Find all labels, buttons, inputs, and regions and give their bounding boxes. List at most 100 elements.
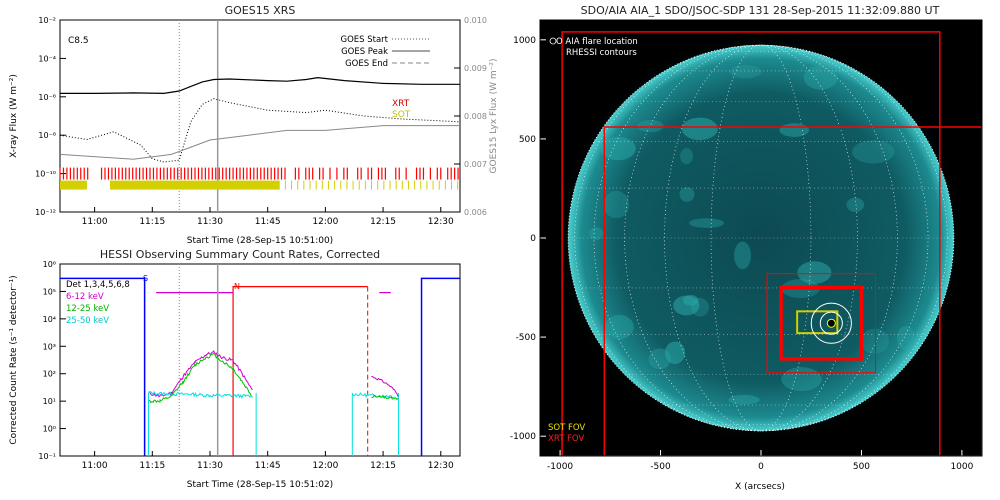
- y-tick-label-hessi-5: 10⁴: [43, 315, 56, 324]
- x-tick-label-goes-4: 12:00: [312, 217, 338, 227]
- hessi-marker-n: N: [234, 282, 240, 291]
- x-tick-label-hessi-3: 11:45: [255, 461, 281, 471]
- aia-legend-flare: O AIA flare location: [556, 37, 638, 47]
- hessi-series-12-25: [148, 352, 253, 404]
- sun-active-region: [729, 64, 762, 79]
- rhessi-contour-outer: [819, 311, 843, 335]
- sun-grid-longitude: [574, 44, 948, 432]
- goes-plot-area: 11:00 11:15 11:30 11:45 12:00 12:15 12:30 10⁻¹²…: [35, 16, 487, 227]
- y2-tick-label-3: 0.009: [464, 64, 487, 73]
- x-tick-label-goes-5: 12:15: [370, 217, 396, 227]
- hessi-series-25-50: [148, 390, 395, 399]
- goes-title: GOES15 XRS: [225, 4, 296, 17]
- sun-active-region: [797, 261, 832, 284]
- aia-image: [540, 31, 982, 456]
- aia-y-tick-label-0: -1000: [510, 432, 536, 442]
- y2-tick-label-0: 0.006: [464, 208, 487, 217]
- sun-active-region: [680, 147, 693, 165]
- hessi-plot-area: 11:00 11:15 11:30 11:45 12:00 12:15 12:30 10⁻¹ 1…: [38, 260, 460, 471]
- hessi-series-6-12: [148, 349, 253, 398]
- y2-tick-label-2: 0.008: [464, 112, 487, 121]
- goes-class-label: C8.5: [68, 36, 89, 46]
- sun-active-region: [896, 326, 916, 351]
- aia-y-tick-label-2: 0: [530, 234, 536, 244]
- hessi-night-line: [232, 285, 368, 456]
- sun-active-region: [637, 119, 664, 133]
- y-tick-label-hessi-7: 10⁶: [43, 260, 56, 269]
- aia-title: SDO/AIA AIA_1 SDO/JSOC-SDP 131 28-Sep-20…: [581, 4, 940, 17]
- y-tick-label-hessi-2: 10¹: [43, 397, 56, 406]
- sun-active-region: [679, 187, 695, 202]
- rhessi-contour-core: [826, 318, 836, 328]
- aia-y-tick-label-4: 1000: [513, 36, 536, 46]
- sun-disk: [568, 45, 954, 431]
- x-tick-label-hessi-6: 12:30: [428, 461, 454, 471]
- x-tick-label-hessi-5: 12:15: [370, 461, 396, 471]
- hessi-legend-12-25: 12-25 keV: [66, 304, 109, 314]
- x-tick-label-hessi-4: 12:00: [312, 461, 338, 471]
- sun-grid-longitude: [710, 44, 812, 432]
- aia-flare-location-circle: [810, 302, 852, 344]
- sun-active-region: [588, 227, 604, 241]
- sun-active-region: [690, 297, 709, 317]
- aia-y-tick-label-3: 500: [519, 135, 536, 145]
- sun-active-region: [734, 241, 752, 270]
- aia-x-tick-label-2: 0: [758, 462, 764, 472]
- x-tick-label-goes-0: 11:00: [82, 217, 108, 227]
- y-tick-label-hessi-1: 10⁰: [43, 425, 56, 434]
- goes-series-long: [60, 76, 460, 95]
- xrt-fov-large-1: [561, 31, 941, 456]
- sun-active-region: [603, 190, 630, 219]
- sun-active-region: [600, 136, 636, 161]
- hessi-legend: Det 1,3,4,5,6,8 6-12 keV 12-25 keV 25-50…: [66, 280, 130, 326]
- goes-sot-label: SOT: [392, 110, 411, 120]
- sun-active-region: [851, 140, 895, 164]
- goes-xrt-label: XRT: [392, 99, 410, 109]
- goes-series-lya: [59, 125, 460, 160]
- xrt-fov-medium: [766, 273, 877, 374]
- sun-active-region: [681, 117, 718, 141]
- y-tick-label-goes-5: 10⁻²: [38, 16, 56, 25]
- y-tick-label-goes-4: 10⁻⁴: [38, 54, 56, 63]
- goes-legend-peak: GOES Peak: [341, 47, 388, 57]
- sot-fov: [796, 310, 839, 335]
- aia-panel: SDO/AIA AIA_1 SDO/JSOC-SDP 131 28-Sep-20…: [539, 4, 983, 492]
- y-tick-label-goes-2: 10⁻⁸: [38, 131, 56, 140]
- goes-series-short: [59, 98, 461, 163]
- sun-grid-longitude: [593, 44, 929, 432]
- goes-ylabel-right: GOES15 Lyx Flux (W m⁻²): [489, 59, 499, 174]
- hessi-panel: HESSI Observing Summary Count Rates, Cor…: [9, 248, 461, 490]
- sun-active-region: [779, 123, 810, 137]
- aia-y-tick-label-1: -500: [516, 333, 537, 343]
- y2-tick-label-4: 0.010: [464, 16, 487, 25]
- hessi-frame: [59, 263, 461, 457]
- hessi-window2-1: [371, 394, 399, 401]
- aia-frame: [539, 19, 983, 457]
- aia-xlabel: X (arcsecs): [735, 482, 785, 492]
- goes-panel: GOES15 XRS 11:00 11:15 11:30 11:45 12:00 12:1…: [9, 4, 499, 246]
- goes-xlabel: Start Time (28-Sep-15 10:51:00): [187, 236, 333, 246]
- sun-active-region: [781, 367, 822, 392]
- sun-active-region: [682, 294, 699, 306]
- sun-active-region: [689, 218, 725, 228]
- sun-active-region: [846, 197, 865, 212]
- hessi-marker-s: S: [143, 274, 148, 283]
- sun-active-region: [728, 394, 760, 405]
- y-tick-label-goes-0: 10⁻¹²: [35, 208, 56, 217]
- sun-active-region: [604, 314, 634, 340]
- hessi-xlabel: Start Time (28-Sep-15 10:51:02): [187, 480, 333, 490]
- goes-legend-start: GOES Start: [340, 35, 388, 45]
- goes-legend-end: GOES End: [345, 59, 388, 69]
- hessi-det-right: [420, 277, 460, 456]
- aia-sot-fov-label: SOT FOV: [548, 423, 585, 433]
- hessi-ylabel: Corrected Count Rate (s⁻¹ detector⁻¹): [9, 275, 19, 444]
- hessi-title: HESSI Observing Summary Count Rates, Cor…: [100, 248, 380, 261]
- y-tick-label-goes-3: 10⁻⁶: [38, 93, 56, 102]
- aia-x-tick-label-1: -500: [650, 462, 671, 472]
- y2-tick-label-1: 0.007: [464, 160, 487, 169]
- hessi-legend-25-50: 25-50 keV: [66, 316, 109, 326]
- sot-obs-block-0: [60, 180, 87, 190]
- aia-x-tick-label-0: -1000: [547, 462, 573, 472]
- y-tick-label-goes-1: 10⁻¹⁰: [35, 170, 56, 179]
